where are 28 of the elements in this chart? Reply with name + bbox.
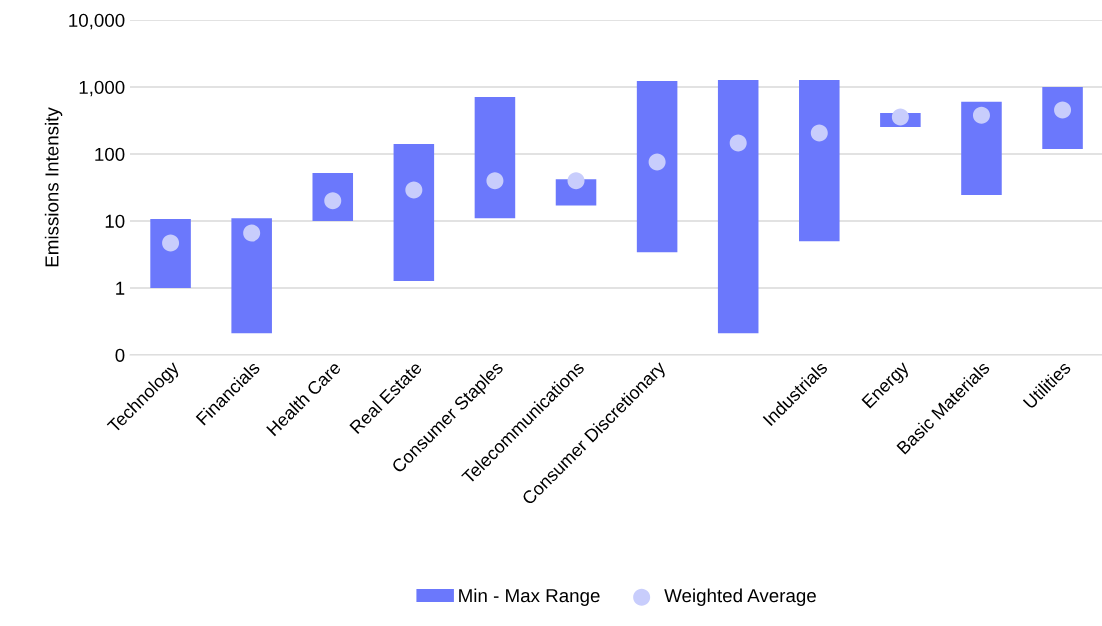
bar <box>799 80 840 242</box>
bar <box>717 80 759 334</box>
point <box>972 106 990 124</box>
bar <box>1042 87 1083 149</box>
bar <box>150 219 191 288</box>
bar <box>393 144 435 282</box>
y-tick-label: 0 <box>115 348 125 362</box>
point <box>567 172 585 190</box>
legend-label: Weighted Average <box>664 588 816 606</box>
point <box>891 108 909 126</box>
point <box>405 181 423 199</box>
point <box>243 224 261 242</box>
bar <box>636 80 678 253</box>
y-tick-label: 10,000 <box>69 13 125 30</box>
point <box>648 153 666 171</box>
y-axis-title: Emissions Intensity <box>44 107 63 267</box>
point <box>729 134 747 152</box>
y-tick-label: 1 <box>116 281 125 295</box>
bar <box>474 96 516 219</box>
y-tick-label: 10 <box>105 214 125 228</box>
point <box>810 124 828 142</box>
point <box>162 234 180 252</box>
bar <box>231 218 272 334</box>
point <box>486 172 504 190</box>
bar <box>961 101 1002 195</box>
legend-label: Min - Max Range <box>459 588 600 606</box>
y-tick-label: 100 <box>95 147 125 161</box>
y-tick-label: 1,000 <box>79 80 125 97</box>
